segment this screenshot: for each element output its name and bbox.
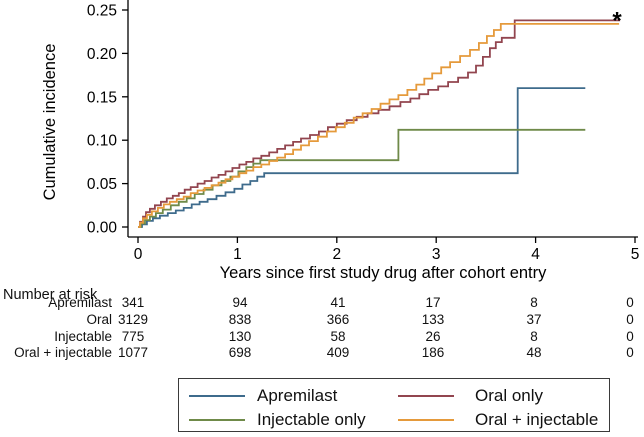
risk-table-title: Number at risk bbox=[3, 287, 98, 303]
y-tick-label: 0.00 bbox=[87, 220, 118, 237]
x-tick-label: 3 bbox=[432, 246, 441, 263]
risk-row-label: Oral + injectable bbox=[14, 345, 112, 360]
risk-value: 186 bbox=[421, 345, 445, 360]
significance-asterisk: * bbox=[612, 7, 622, 34]
risk-value: 8 bbox=[530, 329, 538, 344]
legend-label: Oral + injectable bbox=[475, 410, 599, 429]
x-tick-label: 5 bbox=[631, 246, 640, 263]
series-apremilast bbox=[138, 87, 586, 228]
risk-value: 133 bbox=[421, 312, 445, 327]
x-tick-label: 1 bbox=[233, 246, 242, 263]
chart-legend: Apremilast Injectable only Oral only Oral +… bbox=[178, 378, 610, 432]
legend-swatch bbox=[398, 418, 454, 421]
y-tick-label: 0.10 bbox=[87, 133, 118, 150]
y-tick-label: 0.15 bbox=[87, 89, 117, 106]
risk-row-label: Injectable bbox=[54, 329, 112, 344]
x-axis-title: Years since first study drug after cohor… bbox=[220, 264, 548, 282]
risk-value: 0 bbox=[626, 295, 634, 310]
series-oral-injectable bbox=[138, 23, 620, 228]
risk-value: 838 bbox=[228, 312, 252, 327]
risk-value: 94 bbox=[232, 295, 248, 310]
legend-label: Oral only bbox=[475, 386, 544, 405]
y-axis-title: Cumulative incidence bbox=[41, 44, 59, 201]
risk-value: 41 bbox=[330, 295, 346, 310]
risk-value: 8 bbox=[530, 295, 538, 310]
risk-value: 775 bbox=[121, 329, 145, 344]
risk-value: 366 bbox=[326, 312, 350, 327]
legend-swatch bbox=[189, 418, 245, 421]
legend-label: Apremilast bbox=[257, 386, 338, 405]
risk-value: 0 bbox=[626, 329, 634, 344]
risk-value: 48 bbox=[526, 345, 542, 360]
risk-value: 0 bbox=[626, 345, 634, 360]
y-tick-label: 0.05 bbox=[87, 176, 117, 193]
risk-value: 17 bbox=[425, 295, 441, 310]
y-tick-label: 0.25 bbox=[87, 3, 117, 20]
x-tick-label: 0 bbox=[134, 246, 143, 263]
risk-row-label: Apremilast bbox=[48, 295, 112, 310]
risk-value: 409 bbox=[326, 345, 350, 360]
risk-value: 3129 bbox=[117, 312, 149, 327]
series-injectable-only bbox=[138, 128, 586, 228]
legend-swatch bbox=[189, 394, 245, 397]
y-tick-label: 0.20 bbox=[87, 46, 118, 63]
risk-value: 37 bbox=[526, 312, 542, 327]
legend-label: Injectable only bbox=[257, 410, 366, 429]
risk-value: 130 bbox=[228, 329, 252, 344]
risk-row-label: Oral bbox=[86, 312, 112, 327]
risk-value: 0 bbox=[626, 312, 634, 327]
risk-value: 58 bbox=[330, 329, 346, 344]
risk-value: 26 bbox=[425, 329, 441, 344]
legend-swatch bbox=[398, 394, 454, 397]
series-oral-only bbox=[138, 19, 621, 228]
risk-value: 698 bbox=[228, 345, 252, 360]
x-tick-label: 2 bbox=[332, 246, 341, 263]
x-tick-label: 4 bbox=[531, 246, 540, 263]
risk-value: 341 bbox=[121, 295, 145, 310]
risk-value: 1077 bbox=[117, 345, 149, 360]
